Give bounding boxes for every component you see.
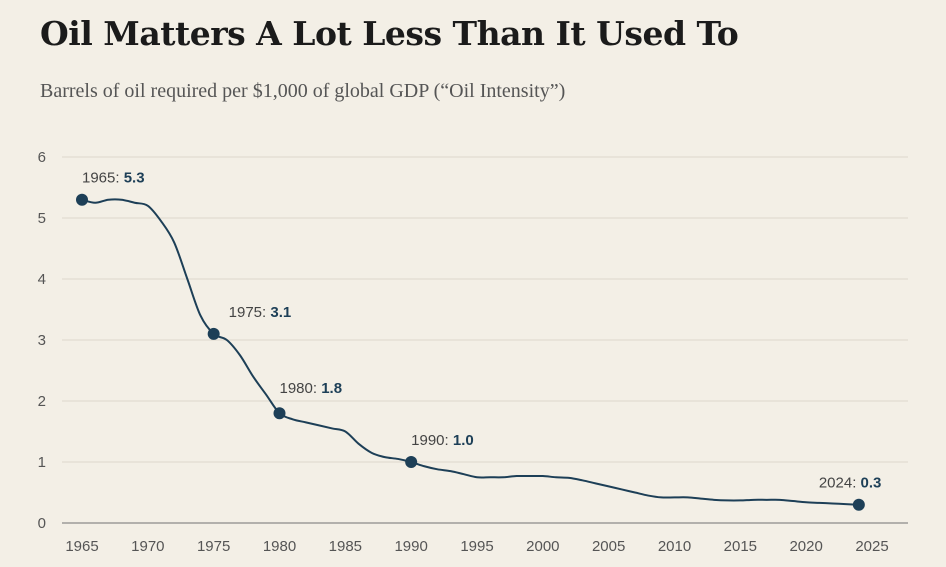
- y-tick-label: 4: [38, 271, 46, 288]
- x-tick-label: 1985: [329, 538, 362, 555]
- x-tick-label: 2025: [855, 538, 888, 555]
- annotation-label: 2024: 0.3: [819, 475, 882, 492]
- y-tick-label: 0: [38, 515, 46, 532]
- x-tick-label: 1990: [394, 538, 427, 555]
- annotation-value: 0.3: [861, 475, 882, 492]
- annotation-marker: [207, 327, 220, 340]
- annotation-year: 1990:: [411, 432, 453, 449]
- annotation-marker: [405, 456, 418, 468]
- y-tick-label: 6: [38, 149, 46, 166]
- gridlines: [62, 156, 908, 524]
- x-tick-label: 1965: [65, 538, 98, 555]
- annotation-marker: [76, 193, 88, 206]
- x-axis-ticks: 1965 1970 1975 1980 1985 1990 1995 2000 2005 2010…: [65, 538, 888, 555]
- chart-subtitle: Barrels of oil required per $1,000 of gl…: [40, 80, 566, 102]
- x-tick-label: 1980: [263, 538, 296, 555]
- annotation-label: 1980: 1.8: [280, 380, 343, 397]
- y-tick-label: 1: [38, 454, 46, 471]
- y-tick-label: 5: [38, 210, 46, 227]
- y-axis-ticks: 0 1 2 3 4 5 6: [38, 149, 46, 532]
- series-line: [81, 198, 859, 506]
- annotation-value: 5.3: [124, 170, 145, 187]
- x-tick-label: 1970: [131, 538, 164, 555]
- x-tick-label: 2005: [592, 538, 625, 555]
- annotation-value: 1.0: [453, 432, 474, 449]
- x-tick-label: 2020: [789, 538, 822, 555]
- series-lines: [81, 198, 859, 506]
- x-tick-label: 1995: [460, 538, 493, 555]
- x-tick-label: 2015: [724, 538, 757, 555]
- annotations: 1965: 5.3 1975: 3.1 1980: 1.8 1990: 1.0 2024…: [76, 170, 881, 511]
- y-tick-label: 3: [38, 332, 46, 349]
- annotation-label: 1990: 1.0: [411, 432, 474, 449]
- x-tick-label: 2000: [526, 538, 559, 555]
- annotation-year: 1980:: [280, 380, 322, 397]
- annotation-label: 1975: 3.1: [229, 304, 292, 321]
- annotation-year: 2024:: [819, 475, 861, 492]
- x-tick-label: 1975: [197, 538, 230, 555]
- annotation-value: 3.1: [270, 304, 291, 321]
- annotation-marker: [852, 498, 865, 511]
- annotation-value: 1.8: [321, 380, 342, 397]
- annotation-year: 1965:: [82, 170, 124, 187]
- y-tick-label: 2: [38, 393, 46, 410]
- chart-title: Oil Matters A Lot Less Than It Used To: [40, 14, 739, 53]
- annotation-marker: [273, 407, 286, 420]
- annotation-year: 1975:: [229, 304, 271, 321]
- annotation-label: 1965: 5.3: [82, 170, 145, 187]
- x-tick-label: 2010: [658, 538, 691, 555]
